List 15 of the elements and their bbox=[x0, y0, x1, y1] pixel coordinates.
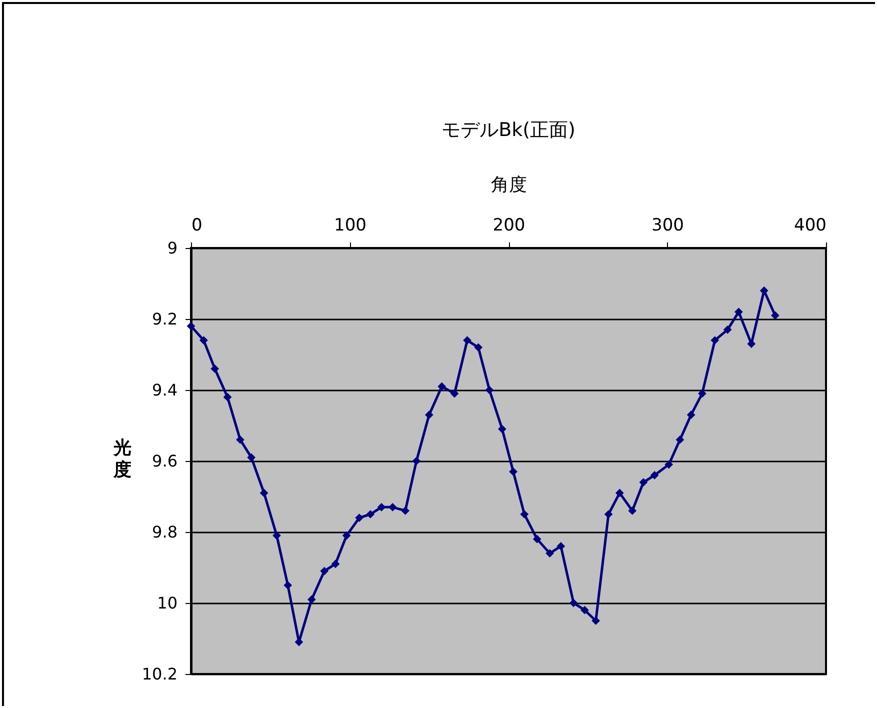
chart-title: モデルBk(正面) bbox=[442, 119, 576, 141]
y-tick-label: 9 bbox=[167, 238, 178, 258]
y-tick-label: 9.8 bbox=[152, 522, 178, 542]
y-tick-label: 10.2 bbox=[142, 664, 178, 684]
x-tick-label: 0 bbox=[192, 216, 202, 236]
x-tick-label: 100 bbox=[334, 216, 366, 236]
y-tick-label: 9.2 bbox=[152, 310, 178, 328]
y-tick-label: 9.6 bbox=[152, 452, 178, 470]
y-axis-title: 光度 bbox=[112, 438, 132, 480]
y-tick-label: 9.4 bbox=[152, 380, 178, 400]
y-tick-label: 10 bbox=[157, 594, 178, 612]
x-axis-title: 角度 bbox=[491, 174, 527, 196]
x-tick-label: 200 bbox=[492, 216, 526, 236]
x-tick-label: 400 bbox=[794, 216, 826, 236]
x-tick-label: 300 bbox=[652, 216, 684, 236]
